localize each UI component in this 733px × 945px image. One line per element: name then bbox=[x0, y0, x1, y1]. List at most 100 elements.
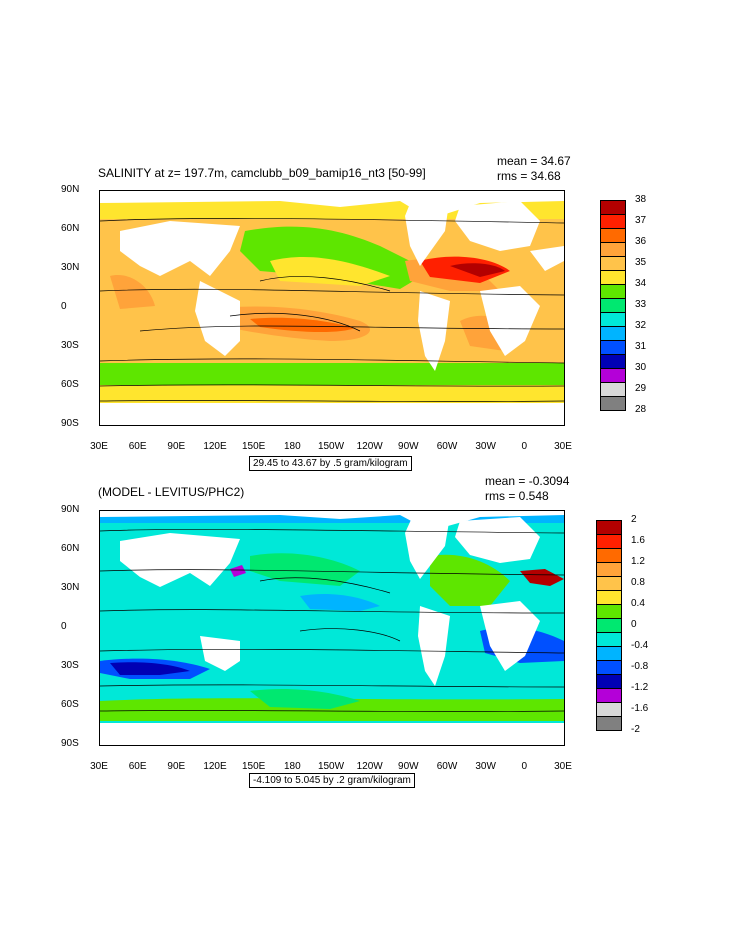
colorbar-swatch bbox=[596, 688, 622, 703]
difference-map bbox=[99, 510, 565, 746]
colorbar-label: 1.6 bbox=[631, 535, 645, 546]
latitude-label: 90S bbox=[61, 418, 79, 429]
colorbar-label: -0.8 bbox=[631, 661, 649, 672]
colorbar-swatch bbox=[600, 312, 626, 327]
colorbar-swatch bbox=[596, 618, 622, 633]
colorbar-swatch bbox=[600, 340, 626, 355]
colorbar-swatch bbox=[596, 562, 622, 577]
colorbar-swatch bbox=[596, 604, 622, 619]
latitude-label: 90N bbox=[61, 184, 80, 195]
latitude-label: 0 bbox=[61, 621, 67, 632]
colorbar-swatch bbox=[600, 284, 626, 299]
colorbar-label: -0.4 bbox=[631, 640, 649, 651]
longitude-label: 30E bbox=[554, 761, 572, 772]
longitude-label: 0 bbox=[521, 761, 528, 772]
colorbar-label: 0.4 bbox=[631, 598, 645, 609]
panel-title: (MODEL - LEVITUS/PHC2) bbox=[98, 485, 245, 499]
colorbar-swatch bbox=[600, 382, 626, 397]
longitude-label: 0 bbox=[521, 441, 528, 452]
longitude-label: 150W bbox=[317, 761, 345, 772]
longitude-label: 90W bbox=[398, 761, 419, 772]
colorbar-swatch bbox=[600, 354, 626, 369]
longitude-label: 120E bbox=[203, 441, 227, 452]
longitude-label: 120W bbox=[356, 761, 383, 772]
colorbar-label: 35 bbox=[635, 257, 647, 268]
difference-panel: (MODEL - LEVITUS/PHC2) mean = -0.3094 rm… bbox=[0, 470, 733, 790]
colorbar-swatch bbox=[596, 576, 622, 591]
longitude-label: 60E bbox=[128, 761, 147, 772]
colorbar-label: -1.2 bbox=[631, 682, 649, 693]
colorbar-label: 29 bbox=[635, 383, 647, 394]
longitude-label: 30W bbox=[475, 761, 496, 772]
colorbar-swatch bbox=[596, 646, 622, 661]
colorbar-label: 0 bbox=[631, 619, 637, 630]
longitude-label: 30W bbox=[475, 441, 496, 452]
salinity-panel: SALINITY at z= 197.7m, camclubb_b09_bami… bbox=[0, 0, 733, 471]
colorbar-label: 0.8 bbox=[631, 577, 645, 588]
rms-label: rms = 0.548 bbox=[485, 489, 549, 503]
colorbar-swatch bbox=[600, 270, 626, 285]
latitude-label: 30S bbox=[61, 660, 79, 671]
salinity-field bbox=[100, 191, 564, 425]
longitude-label: 90E bbox=[167, 761, 186, 772]
colorbar-swatch bbox=[600, 242, 626, 257]
colorbar-label: 34 bbox=[635, 278, 647, 289]
colorbar-label: 38 bbox=[635, 194, 647, 205]
colorbar-swatch bbox=[600, 228, 626, 243]
longitude-label: 30E bbox=[554, 441, 572, 452]
longitude-label: 30E bbox=[90, 441, 108, 452]
colorbar-label: 33 bbox=[635, 299, 647, 310]
colorbar-label: 28 bbox=[635, 404, 647, 415]
colorbar-label: 36 bbox=[635, 236, 647, 247]
longitude-label: 60E bbox=[128, 441, 147, 452]
colorbar-swatch bbox=[600, 256, 626, 271]
longitude-label: 120W bbox=[356, 441, 383, 452]
colorbar-label: -1.6 bbox=[631, 703, 649, 714]
longitude-label: 180 bbox=[283, 761, 301, 772]
longitude-label: 150W bbox=[317, 441, 345, 452]
colorbar-swatch bbox=[600, 368, 626, 383]
mean-label: mean = 34.67 bbox=[497, 154, 571, 168]
colorbar-swatch bbox=[600, 396, 626, 411]
longitude-label: 150E bbox=[241, 761, 266, 772]
latitude-label: 60N bbox=[61, 543, 80, 554]
colorbar-swatch bbox=[600, 298, 626, 313]
longitude-label: 120E bbox=[203, 761, 227, 772]
latitude-label: 60S bbox=[61, 699, 79, 710]
latitude-label: 90N bbox=[61, 504, 80, 515]
colorbar-label: -2 bbox=[631, 724, 640, 735]
colorbar-swatch bbox=[596, 548, 622, 563]
colorbar-swatch bbox=[600, 326, 626, 341]
colorbar-swatch bbox=[596, 590, 622, 605]
longitude-label: 180 bbox=[283, 441, 301, 452]
colorbar-swatch bbox=[596, 702, 622, 717]
longitude-label: 30E bbox=[90, 761, 108, 772]
latitude-label: 30N bbox=[61, 262, 80, 273]
latitude-label: 60N bbox=[61, 223, 80, 234]
latitude-label: 0 bbox=[61, 301, 67, 312]
colorbar-label: 37 bbox=[635, 215, 647, 226]
colorbar-swatch bbox=[596, 520, 622, 535]
colorbar-swatch bbox=[600, 200, 626, 215]
colorbar-swatch bbox=[600, 214, 626, 229]
latitude-label: 60S bbox=[61, 379, 79, 390]
longitude-label: 60W bbox=[436, 761, 458, 772]
latitude-label: 30S bbox=[61, 340, 79, 351]
latitude-label: 90S bbox=[61, 738, 79, 749]
longitude-label: 90E bbox=[167, 441, 186, 452]
colorbar-label: 31 bbox=[635, 341, 647, 352]
colorbar-label: 32 bbox=[635, 320, 647, 331]
longitude-label: 150E bbox=[241, 441, 266, 452]
colorbar-swatch bbox=[596, 716, 622, 731]
contour-caption: -4.109 to 5.045 by .2 gram/kilogram bbox=[249, 773, 415, 788]
panel-title: SALINITY at z= 197.7m, camclubb_b09_bami… bbox=[98, 166, 426, 180]
contour-caption: 29.45 to 43.67 by .5 gram/kilogram bbox=[249, 456, 412, 471]
salinity-map bbox=[99, 190, 565, 426]
mean-label: mean = -0.3094 bbox=[485, 474, 570, 488]
latitude-label: 30N bbox=[61, 582, 80, 593]
colorbar-label: 1.2 bbox=[631, 556, 645, 567]
colorbar-swatch bbox=[596, 632, 622, 647]
colorbar-label: 2 bbox=[631, 514, 637, 525]
rms-label: rms = 34.68 bbox=[497, 169, 561, 183]
colorbar-swatch bbox=[596, 660, 622, 675]
